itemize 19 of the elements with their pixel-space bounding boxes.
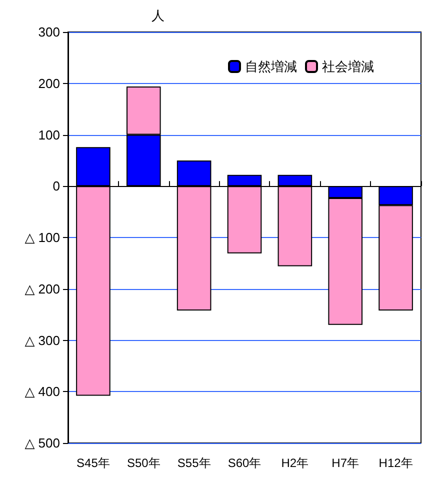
- x-tick-label: H12年: [378, 456, 413, 470]
- x-tick-label: S45年: [76, 456, 110, 470]
- x-tick-label: S50年: [126, 456, 160, 470]
- x-tick-label: H7年: [332, 456, 360, 470]
- y-axis-title: 人: [152, 8, 164, 23]
- y-tick-label: △ 500: [24, 436, 60, 450]
- y-tick-label: △ 200: [24, 281, 60, 296]
- y-tick-label: △ 100: [24, 230, 60, 245]
- legend-label: 社会増減: [322, 59, 374, 74]
- x-tick-label: S60年: [228, 456, 262, 470]
- x-tick-label: S55年: [177, 456, 211, 470]
- x-tick-label: H2年: [281, 456, 309, 470]
- y-tick-label: △ 400: [24, 384, 60, 400]
- y-tick-label: 100: [38, 127, 60, 142]
- y-tick-label: 0: [52, 178, 60, 194]
- y-tick-label: 300: [38, 24, 60, 40]
- y-tick-label: △ 300: [24, 332, 60, 348]
- y-tick-label: 200: [38, 76, 60, 91]
- legend-label: 自然増減: [245, 59, 297, 74]
